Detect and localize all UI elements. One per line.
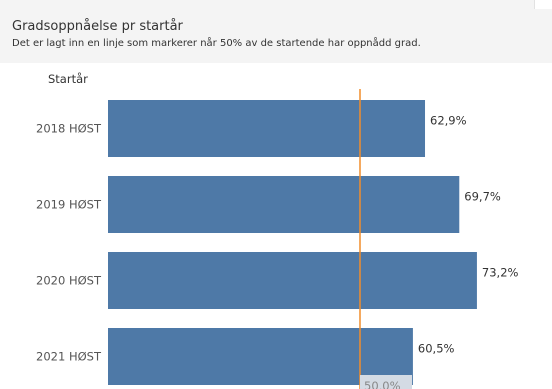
corner-tab <box>534 0 552 9</box>
reference-label: 50,0% <box>364 379 401 389</box>
chart-subtitle: Det er lagt inn en linje som markerer nå… <box>12 38 421 49</box>
category-label: 2019 HØST <box>36 198 102 212</box>
category-label: 2018 HØST <box>36 122 102 136</box>
bar-2018-h-st[interactable] <box>108 100 426 157</box>
value-label: 69,7% <box>464 190 501 204</box>
bar-2019-h-st[interactable] <box>108 176 460 233</box>
value-label: 62,9% <box>430 114 467 128</box>
bar-chart: 2018 HØST 62,9% 2019 HØST 69,7% 2020 HØST 73,… <box>36 89 519 389</box>
bar-2020-h-st[interactable] <box>108 252 477 309</box>
reference-label-box <box>360 375 412 389</box>
value-label: 60,5% <box>418 342 455 356</box>
category-label: 2021 HØST <box>36 350 102 364</box>
value-label: 73,2% <box>482 266 519 280</box>
row-header: Startår <box>48 72 88 86</box>
category-label: 2020 HØST <box>36 274 102 288</box>
chart-area: Startår 2018 HØST 62,9% 2019 HØST 69,7% 2020… <box>0 63 552 389</box>
chart-title: Gradsoppnåelse pr startår <box>12 19 183 34</box>
chart-header: Gradsoppnåelse pr startår Det er lagt in… <box>0 0 552 63</box>
